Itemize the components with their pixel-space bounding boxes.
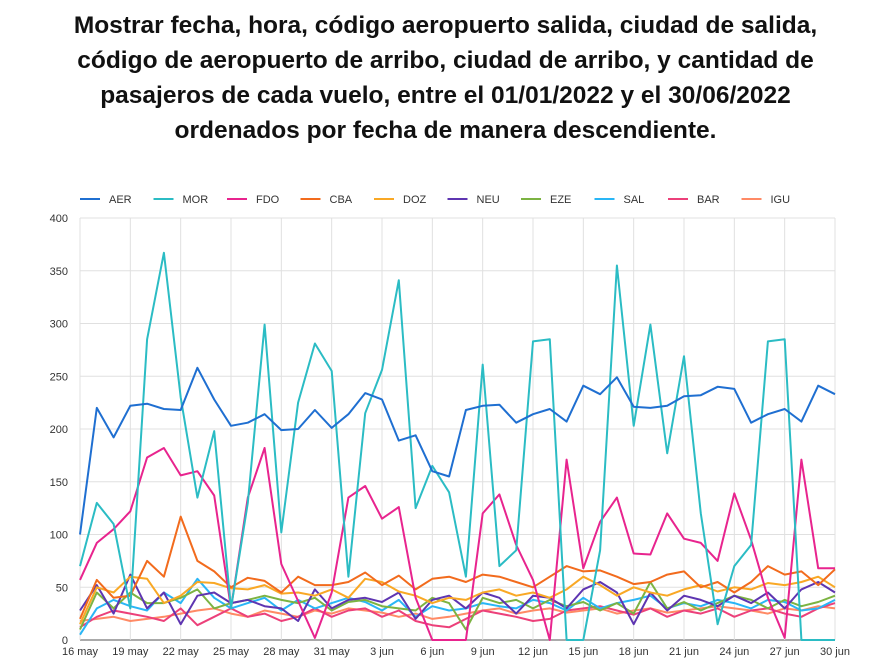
- x-tick-label: 28 may: [263, 646, 300, 658]
- legend-label: SAL: [624, 194, 645, 206]
- legend-label: AER: [109, 194, 132, 206]
- x-tick-label: 15 jun: [568, 646, 598, 658]
- y-tick-label: 400: [50, 213, 68, 225]
- legend-label: EZE: [550, 194, 571, 206]
- legend-label: CBA: [330, 194, 353, 206]
- legend-item-mor[interactable]: MOR: [154, 194, 209, 206]
- grid-lines: [80, 218, 835, 640]
- x-tick-label: 6 jun: [420, 646, 444, 658]
- legend-item-aer[interactable]: AER: [80, 194, 132, 206]
- x-tick-label: 25 may: [213, 646, 250, 658]
- legend-item-sal[interactable]: SAL: [595, 194, 645, 206]
- x-tick-label: 30 jun: [820, 646, 850, 658]
- y-tick-label: 50: [56, 582, 68, 594]
- x-tick-label: 12 jun: [518, 646, 548, 658]
- legend-label: DOZ: [403, 194, 427, 206]
- legend-item-doz[interactable]: DOZ: [374, 194, 427, 206]
- legend-item-neu[interactable]: NEU: [448, 194, 500, 206]
- x-tick-label: 19 may: [112, 646, 149, 658]
- x-tick-label: 9 jun: [471, 646, 495, 658]
- legend-label: BAR: [697, 194, 720, 206]
- legend-label: IGU: [771, 194, 791, 206]
- series-lines: [80, 253, 835, 640]
- x-tick-label: 27 jun: [770, 646, 800, 658]
- legend-item-cba[interactable]: CBA: [301, 194, 353, 206]
- series-line-aer: [80, 368, 835, 535]
- y-tick-label: 250: [50, 371, 68, 383]
- x-tick-label: 16 may: [62, 646, 99, 658]
- y-tick-label: 150: [50, 477, 68, 489]
- legend-item-eze[interactable]: EZE: [521, 194, 571, 206]
- y-tick-label: 200: [50, 424, 68, 436]
- legend-label: FDO: [256, 194, 280, 206]
- legend-label: MOR: [183, 194, 209, 206]
- x-axis-ticks: 16 may 19 may 22 may 25 may 28 may 31 may 3 ju…: [62, 646, 850, 658]
- legend-item-fdo[interactable]: FDO: [227, 194, 280, 206]
- y-tick-label: 300: [50, 319, 68, 331]
- y-tick-label: 350: [50, 266, 68, 278]
- legend-item-igu[interactable]: IGU: [742, 194, 791, 206]
- legend: AER MOR FDO CBA DOZ NEU EZE SAL BAR IGU: [80, 194, 790, 206]
- legend-item-bar[interactable]: BAR: [668, 194, 720, 206]
- x-tick-label: 24 jun: [719, 646, 749, 658]
- legend-label: NEU: [477, 194, 500, 206]
- x-tick-label: 22 may: [163, 646, 200, 658]
- x-tick-label: 18 jun: [619, 646, 649, 658]
- y-tick-label: 100: [50, 530, 68, 542]
- x-tick-label: 31 may: [314, 646, 351, 658]
- x-tick-label: 21 jun: [669, 646, 699, 658]
- x-tick-label: 3 jun: [370, 646, 394, 658]
